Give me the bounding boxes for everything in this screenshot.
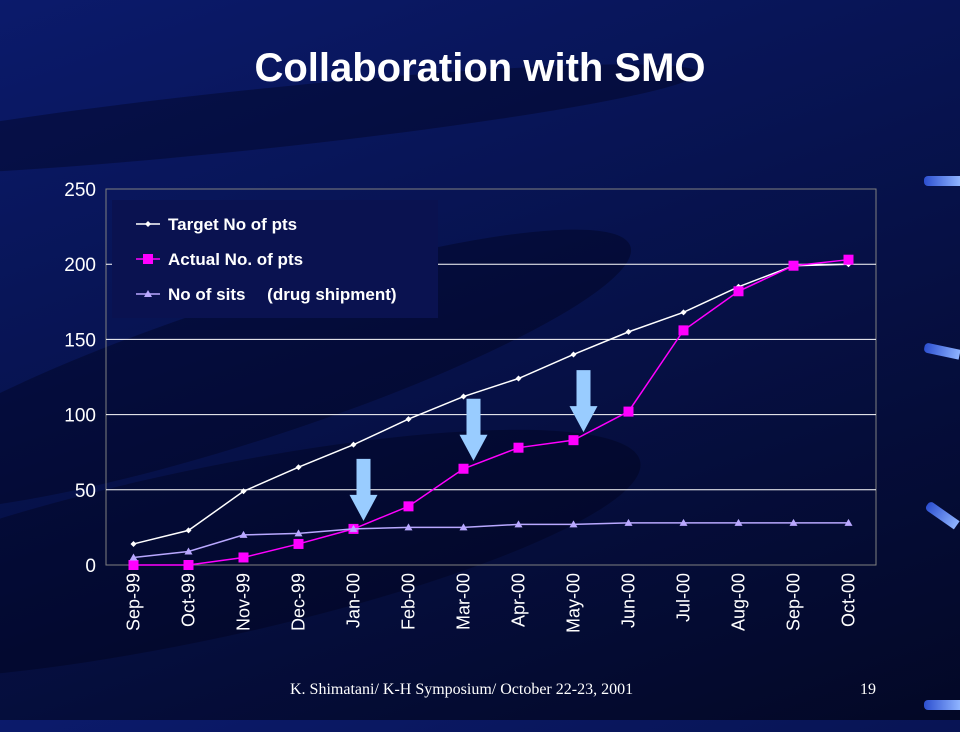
series-line-2 — [133, 522, 849, 559]
x-tick-label: Oct-99 — [179, 573, 199, 627]
legend-marker — [145, 221, 151, 227]
data-point — [130, 540, 137, 547]
x-tick-label: Jan-00 — [344, 573, 364, 628]
data-point — [789, 518, 798, 526]
data-point — [460, 393, 467, 400]
plot-area — [105, 188, 877, 566]
x-tick-label: Oct-00 — [839, 573, 859, 627]
data-point — [843, 254, 854, 265]
legend-box — [112, 200, 438, 318]
legend-label: Actual No. of pts — [168, 250, 303, 269]
data-point — [350, 441, 357, 448]
data-point — [569, 520, 578, 528]
y-tick-label: 150 — [64, 330, 96, 351]
x-tick-label: Jul-00 — [674, 573, 694, 622]
x-tick-label: Mar-00 — [454, 573, 474, 630]
slide-title: Collaboration with SMO — [254, 46, 706, 90]
data-point — [678, 325, 689, 336]
data-point — [624, 518, 633, 526]
y-tick-label: 250 — [64, 180, 96, 201]
data-point — [514, 520, 523, 528]
x-tick-label: Aug-00 — [729, 573, 749, 631]
series-line-0 — [133, 263, 849, 545]
data-point — [733, 286, 744, 297]
data-point — [680, 309, 687, 316]
data-point — [623, 406, 634, 417]
y-tick-label: 100 — [64, 406, 96, 427]
data-point — [240, 488, 247, 495]
data-point — [239, 530, 248, 538]
legend-marker — [144, 290, 152, 297]
down-arrow-annotation — [349, 458, 378, 521]
data-point — [625, 328, 632, 335]
data-point — [568, 435, 579, 446]
data-point — [513, 442, 524, 453]
legend-marker — [143, 254, 153, 264]
y-tick-label: 200 — [64, 255, 96, 276]
data-point — [788, 260, 799, 271]
data-point — [184, 547, 193, 555]
x-tick-label: Sep-00 — [784, 573, 804, 631]
data-point — [459, 523, 468, 531]
data-point — [734, 518, 743, 526]
footer-text: K. Shimatani/ K-H Symposium/ October 22-… — [290, 681, 634, 698]
x-tick-label: Feb-00 — [399, 573, 419, 630]
data-point — [294, 529, 303, 537]
x-tick-label: Jun-00 — [619, 573, 639, 628]
legend: Target No of pts Actual No. of pts No of s… — [112, 200, 438, 318]
x-tick-label: Apr-00 — [509, 573, 529, 627]
data-point — [349, 524, 358, 532]
data-point — [844, 518, 853, 526]
series-group — [128, 254, 854, 570]
data-point — [295, 464, 302, 471]
x-tick-label: Sep-99 — [124, 573, 144, 631]
x-tick-label: Dec-99 — [289, 573, 309, 631]
x-tick-label: May-00 — [564, 573, 584, 633]
data-point — [403, 501, 414, 512]
down-arrow-annotation — [569, 370, 598, 433]
data-point — [458, 463, 469, 474]
slide-number: 19 — [860, 681, 876, 698]
data-point — [405, 416, 412, 423]
x-tick-label: Nov-99 — [234, 573, 254, 631]
down-arrow-annotation — [459, 398, 488, 461]
data-point — [238, 552, 249, 563]
legend-label: No of sits (drug shipment) — [168, 285, 397, 304]
y-tick-label: 50 — [75, 481, 96, 502]
data-point — [129, 553, 138, 561]
edge-accent — [924, 176, 960, 186]
gridlines — [106, 263, 876, 491]
legend-label: Target No of pts — [168, 215, 297, 234]
edge-accent — [924, 700, 960, 710]
data-point — [185, 527, 192, 534]
y-tick-label: 0 — [85, 556, 96, 577]
annotation-arrows — [349, 370, 598, 521]
data-point — [404, 523, 413, 531]
series-line-1 — [133, 258, 849, 566]
data-point — [679, 518, 688, 526]
y-axis-ticks: 0 50 100 150 200 250 — [64, 180, 96, 577]
x-axis-ticks: Sep-99 Oct-99 Nov-99 Dec-99 Jan-00 Feb-00 Mar-… — [124, 573, 859, 633]
data-point — [128, 560, 139, 570]
data-point — [570, 351, 577, 358]
data-point — [515, 375, 522, 382]
data-point — [183, 560, 194, 570]
data-point — [293, 538, 304, 549]
